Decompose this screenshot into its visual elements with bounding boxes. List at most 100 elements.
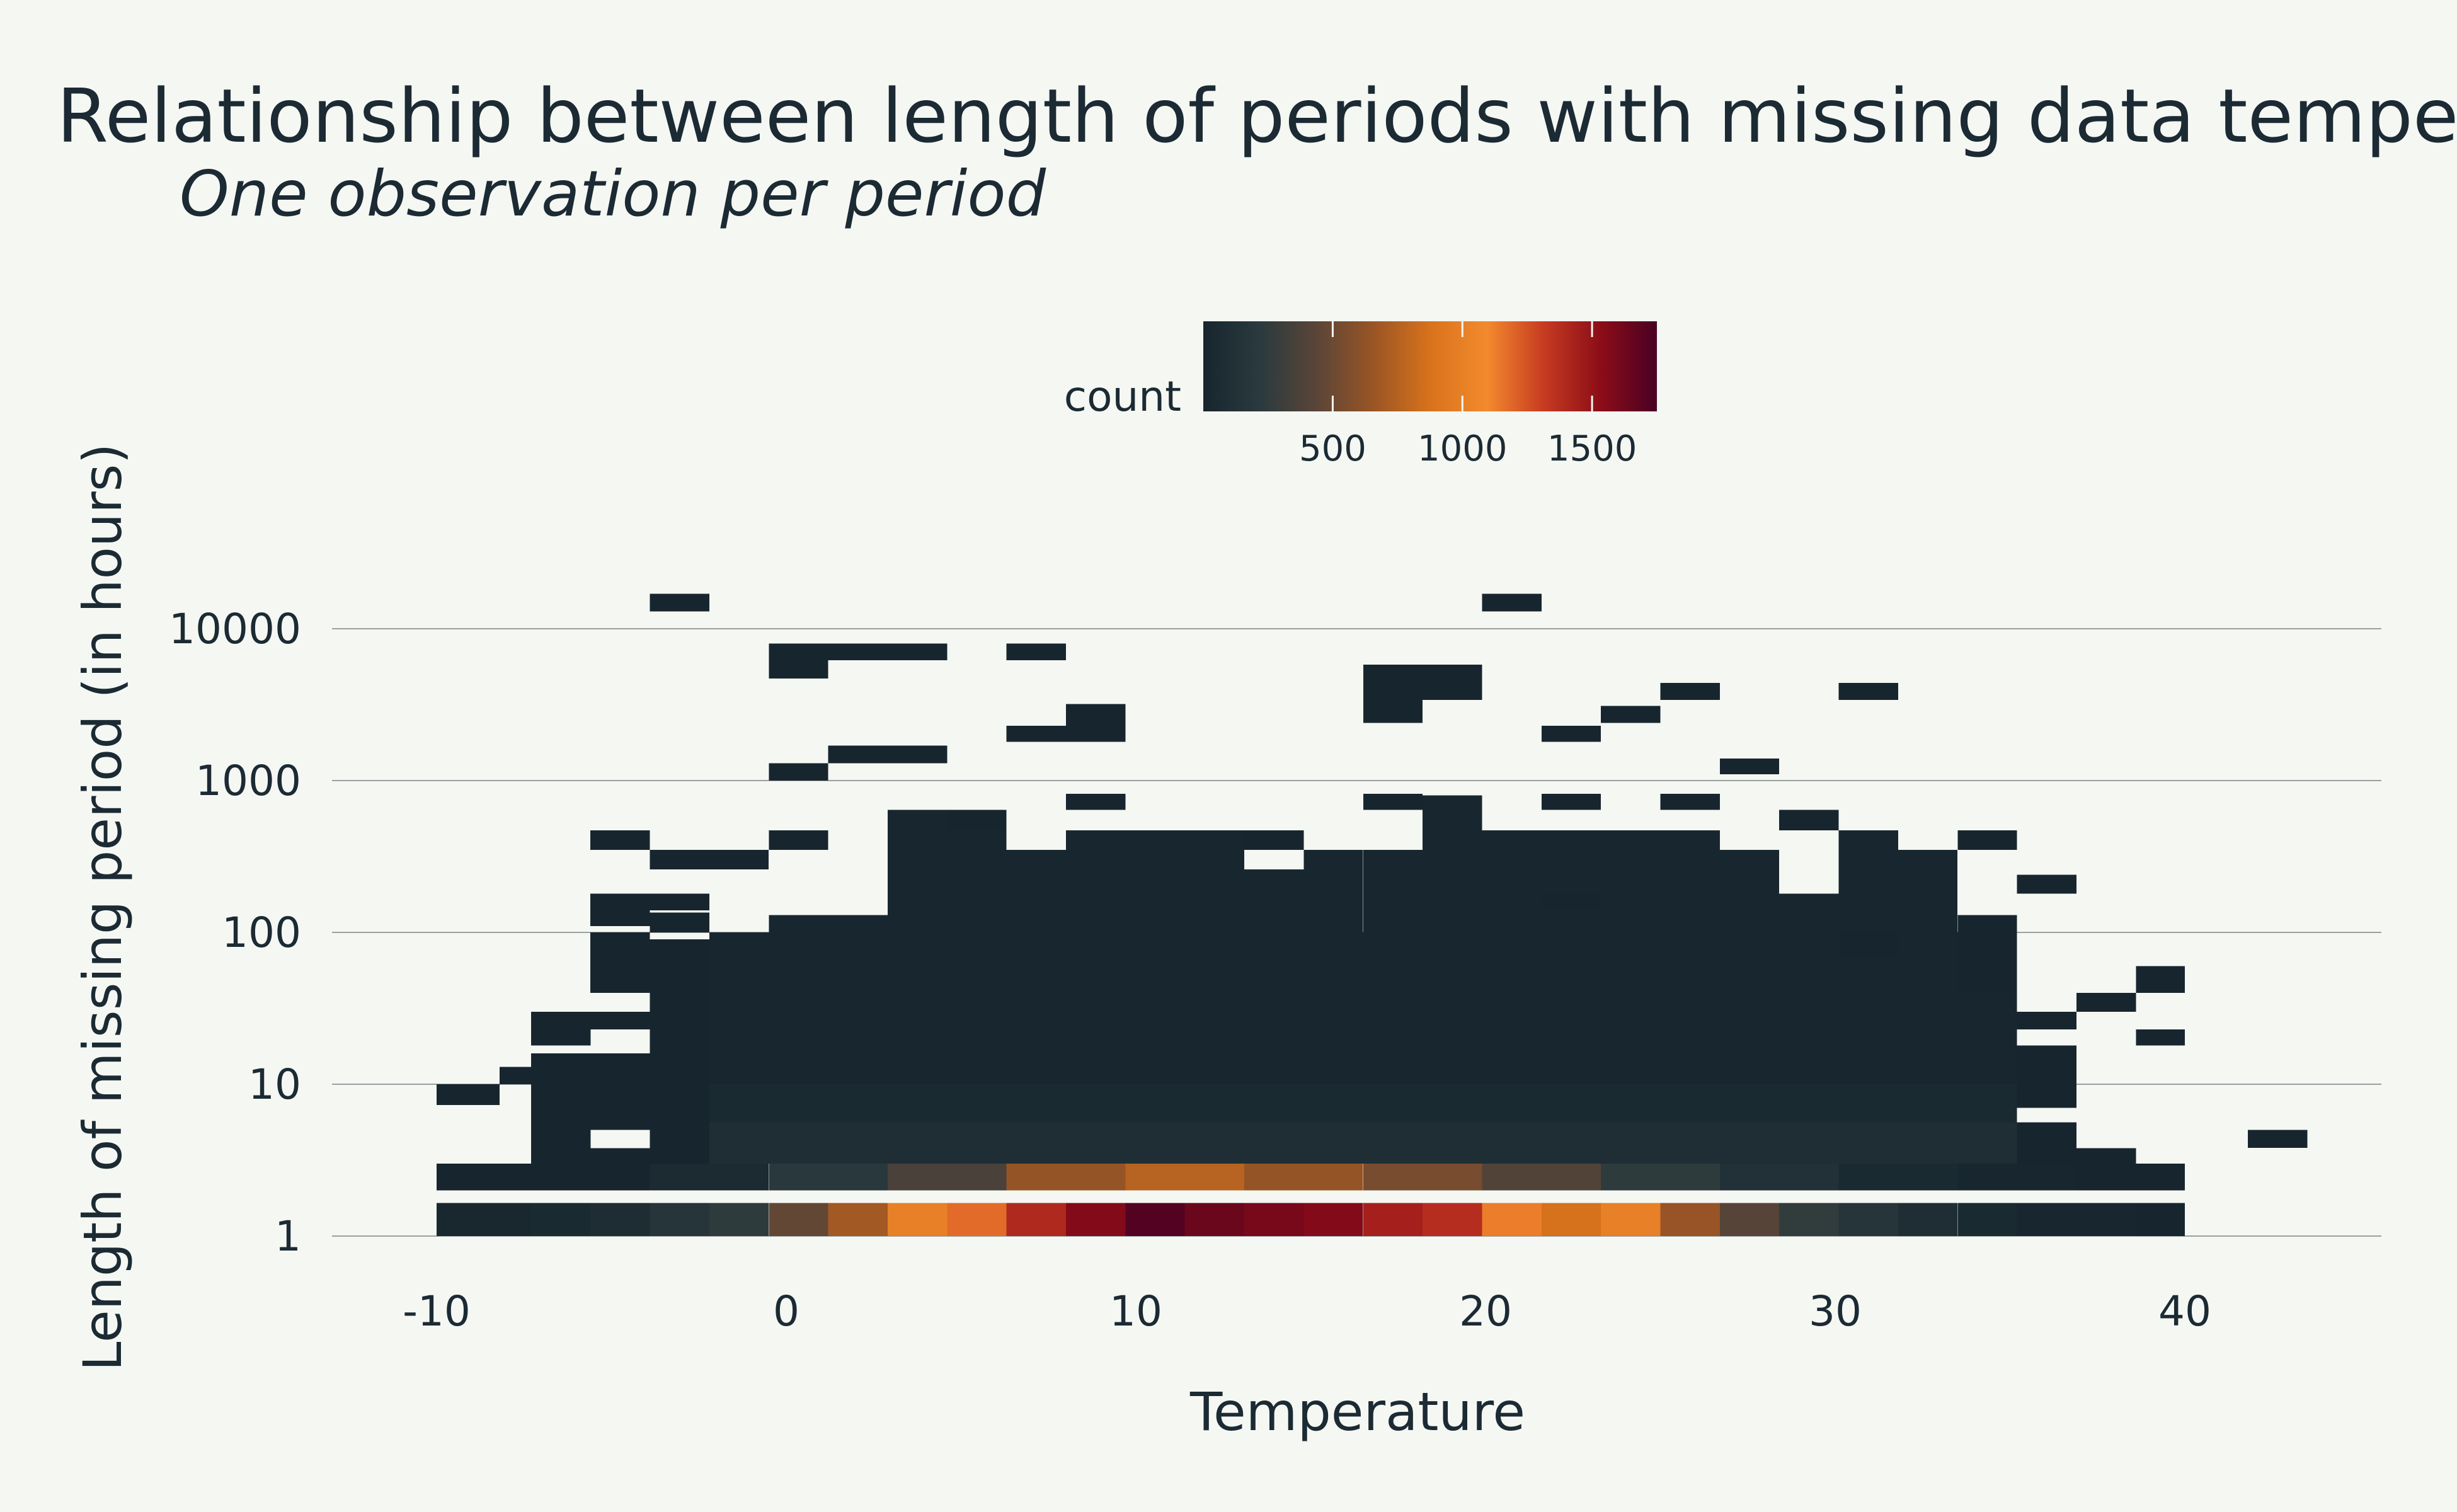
legend-tick-label: 500	[1299, 428, 1366, 469]
heatmap-cell	[1838, 830, 1898, 932]
heatmap-cell	[1719, 758, 1780, 774]
heatmap-cell	[1957, 932, 2017, 993]
heatmap-cell	[1482, 593, 1542, 612]
heatmap-cell	[1779, 1203, 1839, 1236]
heatmap-cell	[2076, 1164, 2185, 1191]
heatmap-cell	[1363, 1203, 1423, 1236]
heatmap-cell	[530, 1203, 591, 1236]
heatmap-cell	[947, 830, 1007, 932]
y-tick-label: 1	[275, 1212, 301, 1261]
heatmap-cell	[590, 830, 650, 850]
heatmap-cell	[650, 593, 709, 612]
heatmap-cell	[1541, 793, 1601, 810]
x-tick-label: 40	[2158, 1287, 2211, 1336]
heatmap-cell	[437, 1084, 500, 1105]
heatmap-cell	[437, 1164, 650, 1191]
heatmap-cell	[590, 1203, 650, 1236]
heatmap-cell	[709, 1122, 2017, 1164]
heatmap-cell	[650, 1164, 769, 1191]
chart-subtitle: One observation per period	[180, 157, 1046, 231]
heatmap-cell	[2017, 1012, 2076, 1029]
heatmap-cell	[1363, 849, 1423, 932]
heatmap-cell	[1006, 849, 1066, 932]
heatmap-cells	[437, 593, 2308, 1236]
heatmap-cell	[590, 932, 650, 993]
heatmap-cell	[2136, 1203, 2185, 1236]
heatmap-cell	[709, 932, 769, 1053]
heatmap-cell	[1838, 932, 1898, 956]
heatmap-cell	[1719, 849, 1780, 932]
heatmap-cell	[650, 893, 709, 910]
heatmap-cell	[888, 745, 948, 764]
heatmap-cell	[590, 1012, 650, 1029]
heatmap-cell	[1660, 682, 1720, 700]
heatmap-cell	[828, 643, 888, 661]
heatmap-cell	[709, 1084, 2017, 1123]
heatmap-cell	[2076, 1203, 2136, 1236]
heatmap-cell	[1363, 1164, 1482, 1191]
heatmap-cell	[650, 1084, 709, 1164]
heatmap-cell	[1125, 1203, 1185, 1236]
legend-color-bar	[1203, 321, 1657, 411]
heatmap-cell	[1244, 1203, 1304, 1236]
heatmap-cell	[769, 915, 888, 932]
heatmap-cell	[888, 810, 948, 932]
heatmap-cell	[769, 1164, 888, 1191]
x-tick-label: 20	[1459, 1287, 1512, 1336]
heatmap-cell	[1482, 1164, 1601, 1191]
heatmap-cell	[1898, 1203, 1958, 1236]
heatmap-cell	[1719, 1203, 1780, 1236]
heatmap-cell	[1066, 793, 1126, 810]
heatmap-cell	[1482, 1203, 1542, 1236]
heatmap-cell	[1779, 810, 1839, 830]
heatmap-cell	[2017, 874, 2076, 894]
heatmap-cell	[1779, 893, 1839, 932]
legend-ticks: 500 1000 1500	[1299, 321, 1637, 469]
heatmap-cell	[1184, 1203, 1244, 1236]
y-tick-label: 10000	[169, 605, 301, 653]
heatmap-cell	[1423, 795, 1482, 932]
heatmap-cell	[2017, 1203, 2076, 1236]
heatmap-cell	[2017, 1045, 2076, 1108]
heatmap-cell	[1957, 915, 2017, 932]
heatmap-cell	[1303, 849, 1363, 932]
heatmap-cell	[769, 763, 828, 781]
y-axis-title: Length of missing period (in hours)	[72, 444, 134, 1372]
heatmap-cell	[650, 912, 709, 932]
heatmap-cell	[947, 1203, 1007, 1236]
heatmap-cell	[1957, 1164, 2076, 1191]
legend-tick-label: 1000	[1418, 428, 1508, 469]
heatmap-cell	[1601, 1203, 1661, 1236]
heatmap-cell	[1244, 869, 1304, 932]
heatmap-cell	[1066, 830, 1244, 932]
heatmap-cell	[1244, 1164, 1363, 1191]
heatmap-cell	[1006, 643, 1066, 661]
legend: count 500 1000 1500	[1064, 321, 1657, 469]
heatmap-cell	[650, 849, 769, 869]
heatmap-cell	[888, 1203, 948, 1236]
heatmap-cell	[769, 830, 828, 850]
heatmap-cell	[590, 1053, 650, 1130]
heatmap-cell	[1125, 1164, 1244, 1191]
heatmap-cell	[650, 1203, 709, 1236]
heatmap-cell	[590, 893, 650, 926]
heatmap-cell	[650, 939, 709, 1053]
chart-title: Relationship between length of periods w…	[57, 72, 2457, 159]
heatmap-cell	[590, 1148, 650, 1164]
legend-title: count	[1064, 372, 1181, 421]
heatmap-cell	[1660, 793, 1720, 810]
heatmap-cell	[1423, 1203, 1482, 1236]
heatmap-cell	[769, 1203, 828, 1236]
heatmap-cell	[1363, 665, 1423, 723]
heatmap-cell	[1660, 1203, 1720, 1236]
y-tick-label: 1000	[195, 757, 301, 805]
heatmap-cell	[1838, 1164, 1958, 1191]
y-tick-label: 10	[248, 1060, 301, 1109]
heatmap-cell	[2247, 1130, 2308, 1148]
heatmap-cell	[1006, 1164, 1126, 1191]
heatmap-cell	[650, 1053, 709, 1084]
heatmap-cell	[2076, 1148, 2136, 1164]
heatmap-cell	[769, 643, 828, 679]
heatmap-cell	[530, 1012, 591, 1046]
